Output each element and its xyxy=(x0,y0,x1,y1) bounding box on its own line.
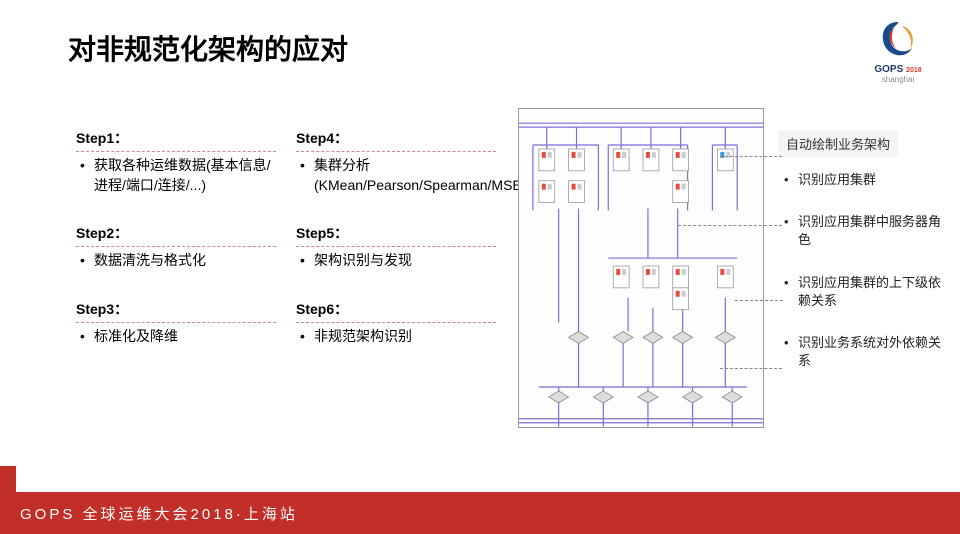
steps-col-2: Step4： 集群分析(KMean/Pearson/Spearman/MSE/..… xyxy=(296,128,496,346)
step-desc: 标准化及降维 xyxy=(76,327,276,347)
step-title: Step4： xyxy=(296,128,496,152)
page-title: 对非规范化架构的应对 xyxy=(68,28,348,68)
step-block: Step5： 架构识别与发现 xyxy=(296,223,496,271)
step-title: Step3： xyxy=(76,299,276,323)
step-block: Step3： 标准化及降维 xyxy=(76,299,276,347)
step-title: Step2： xyxy=(76,223,276,247)
callout-line xyxy=(678,225,782,226)
footer-text: GOPS 全球运维大会2018·上海站 xyxy=(20,503,298,524)
right-title: 自动绘制业务架构 xyxy=(778,130,898,157)
step-desc: 获取各种运维数据(基本信息/进程/端口/连接/...) xyxy=(76,156,276,195)
red-accent xyxy=(0,466,16,492)
steps-area: Step1： 获取各种运维数据(基本信息/进程/端口/连接/...) Step2： 数… xyxy=(76,128,506,346)
callout-line xyxy=(720,368,782,369)
step-title: Step5： xyxy=(296,223,496,247)
step-block: Step4： 集群分析(KMean/Pearson/Spearman/MSE/..… xyxy=(296,128,496,195)
callout-line xyxy=(735,300,783,301)
steps-col-1: Step1： 获取各种运维数据(基本信息/进程/端口/连接/...) Step2： 数… xyxy=(76,128,276,346)
logo-city: shanghai xyxy=(882,75,914,84)
step-block: Step1： 获取各种运维数据(基本信息/进程/端口/连接/...) xyxy=(76,128,276,195)
logo-swirl-icon xyxy=(876,18,920,62)
logo-brand: GOPS 2018 xyxy=(874,64,921,75)
step-title: Step1： xyxy=(76,128,276,152)
right-item: 识别应用集群中服务器角色 xyxy=(778,213,942,249)
callout-line xyxy=(720,156,782,157)
gops-logo: GOPS 2018 shanghai xyxy=(868,18,928,88)
step-desc: 架构识别与发现 xyxy=(296,251,496,271)
step-desc: 集群分析(KMean/Pearson/Spearman/MSE/..) xyxy=(296,156,496,195)
step-block: Step6： 非规范架构识别 xyxy=(296,299,496,347)
footer-bar: GOPS 全球运维大会2018·上海站 xyxy=(0,492,960,534)
step-desc: 数据清洗与格式化 xyxy=(76,251,276,271)
step-title: Step6： xyxy=(296,299,496,323)
step-desc: 非规范架构识别 xyxy=(296,327,496,347)
right-item: 识别业务系统对外依赖关系 xyxy=(778,334,942,370)
right-panel: 自动绘制业务架构 识别应用集群识别应用集群中服务器角色识别应用集群的上下级依赖关… xyxy=(778,130,942,394)
right-item: 识别应用集群 xyxy=(778,171,942,189)
step-block: Step2： 数据清洗与格式化 xyxy=(76,223,276,271)
right-item: 识别应用集群的上下级依赖关系 xyxy=(778,274,942,310)
